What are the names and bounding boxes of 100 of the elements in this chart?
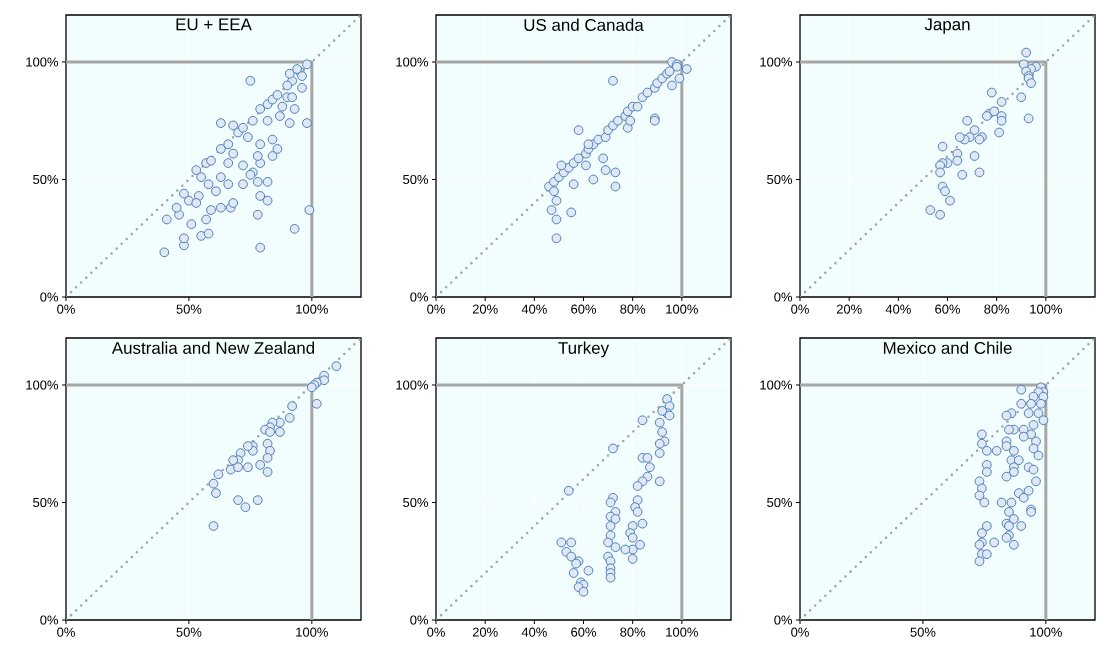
point (996, 97, 1007, 107)
point (610, 181, 621, 192)
point (208, 521, 219, 531)
point (627, 554, 638, 564)
x-tick-label: 100% (1030, 304, 1062, 314)
point (667, 80, 677, 91)
point (637, 518, 648, 529)
point (608, 443, 618, 454)
point (563, 485, 574, 496)
point (598, 153, 609, 164)
y-tick-label: 0% (774, 615, 793, 625)
point (657, 427, 668, 437)
point (311, 398, 322, 409)
point (654, 448, 665, 459)
point (935, 209, 946, 220)
point (605, 572, 616, 583)
x-tick-label: 20% (472, 304, 498, 314)
point (566, 551, 577, 562)
point (583, 565, 594, 576)
x-tick-label: 0% (427, 627, 445, 637)
point (642, 87, 653, 98)
point (957, 169, 968, 180)
point (255, 460, 266, 470)
point (989, 106, 1000, 117)
point (568, 568, 579, 578)
point (1021, 47, 1032, 58)
y-tick-label: 50% (33, 174, 59, 185)
point (233, 462, 243, 473)
chart-title: EU + EEA (176, 18, 252, 31)
y-tick-label: 100% (760, 57, 793, 67)
point (274, 427, 285, 437)
x-tick-label: 100% (1030, 627, 1062, 637)
point (986, 87, 997, 98)
point (262, 452, 273, 463)
x-tick-label: 60% (571, 627, 597, 637)
x-tick-label: 100% (666, 304, 698, 314)
point (573, 153, 584, 164)
y-tick-label: 100% (396, 380, 429, 390)
y-tick-label: 100% (26, 57, 59, 67)
point (211, 488, 221, 498)
chart-title: US and Canada (524, 18, 644, 31)
x-tick-label: 40% (521, 304, 547, 314)
x-tick-label: 0% (791, 304, 809, 314)
y-tick-label: 50% (403, 497, 429, 508)
point (319, 375, 330, 386)
point (610, 542, 621, 553)
point (674, 73, 685, 84)
point (556, 160, 567, 171)
x-tick-label: 20% (472, 627, 498, 637)
point (654, 417, 665, 428)
point (600, 165, 611, 175)
point (974, 167, 985, 178)
point (610, 167, 621, 178)
x-tick-label: 0% (57, 627, 75, 637)
point (654, 438, 665, 449)
point (952, 155, 963, 166)
point (252, 495, 263, 506)
point (654, 476, 665, 487)
x-tick-label: 40% (521, 627, 547, 637)
y-tick-label: 0% (410, 615, 429, 625)
point (208, 478, 219, 489)
x-tick-label: 100% (296, 627, 328, 637)
point (213, 469, 224, 480)
x-tick-label: 60% (935, 304, 961, 314)
x-tick-label: 0% (57, 304, 75, 314)
x-tick-label: 50% (176, 627, 202, 637)
point (608, 75, 618, 86)
point (632, 507, 643, 517)
point (994, 127, 1005, 138)
point (1026, 78, 1036, 89)
point (937, 141, 948, 152)
y-tick-label: 50% (767, 174, 793, 185)
point (583, 139, 594, 150)
point (940, 186, 950, 197)
point (962, 115, 973, 126)
chart-title: Turkey (558, 341, 610, 358)
x-tick-label: 80% (620, 304, 646, 314)
point (566, 207, 577, 218)
point (627, 532, 638, 543)
y-tick-label: 100% (760, 380, 793, 390)
chart-title: Mexico and Chile (883, 341, 1012, 354)
point (632, 481, 643, 491)
x-tick-label: 80% (620, 627, 646, 637)
point (265, 445, 275, 456)
x-tick-label: 0% (427, 304, 445, 314)
x-tick-label: 80% (984, 304, 1010, 314)
point (265, 427, 275, 437)
chart-title: Japan (924, 18, 970, 34)
point (581, 160, 591, 171)
y-tick-label: 0% (40, 292, 59, 302)
y-tick-label: 0% (410, 292, 429, 302)
x-tick-label: 0% (791, 627, 809, 637)
point (613, 115, 623, 126)
point (610, 514, 621, 524)
point (331, 361, 342, 372)
point (969, 151, 980, 161)
point (603, 537, 613, 548)
point (573, 125, 584, 136)
y-tick-label: 50% (767, 497, 793, 508)
x-tick-label: 100% (296, 304, 328, 314)
